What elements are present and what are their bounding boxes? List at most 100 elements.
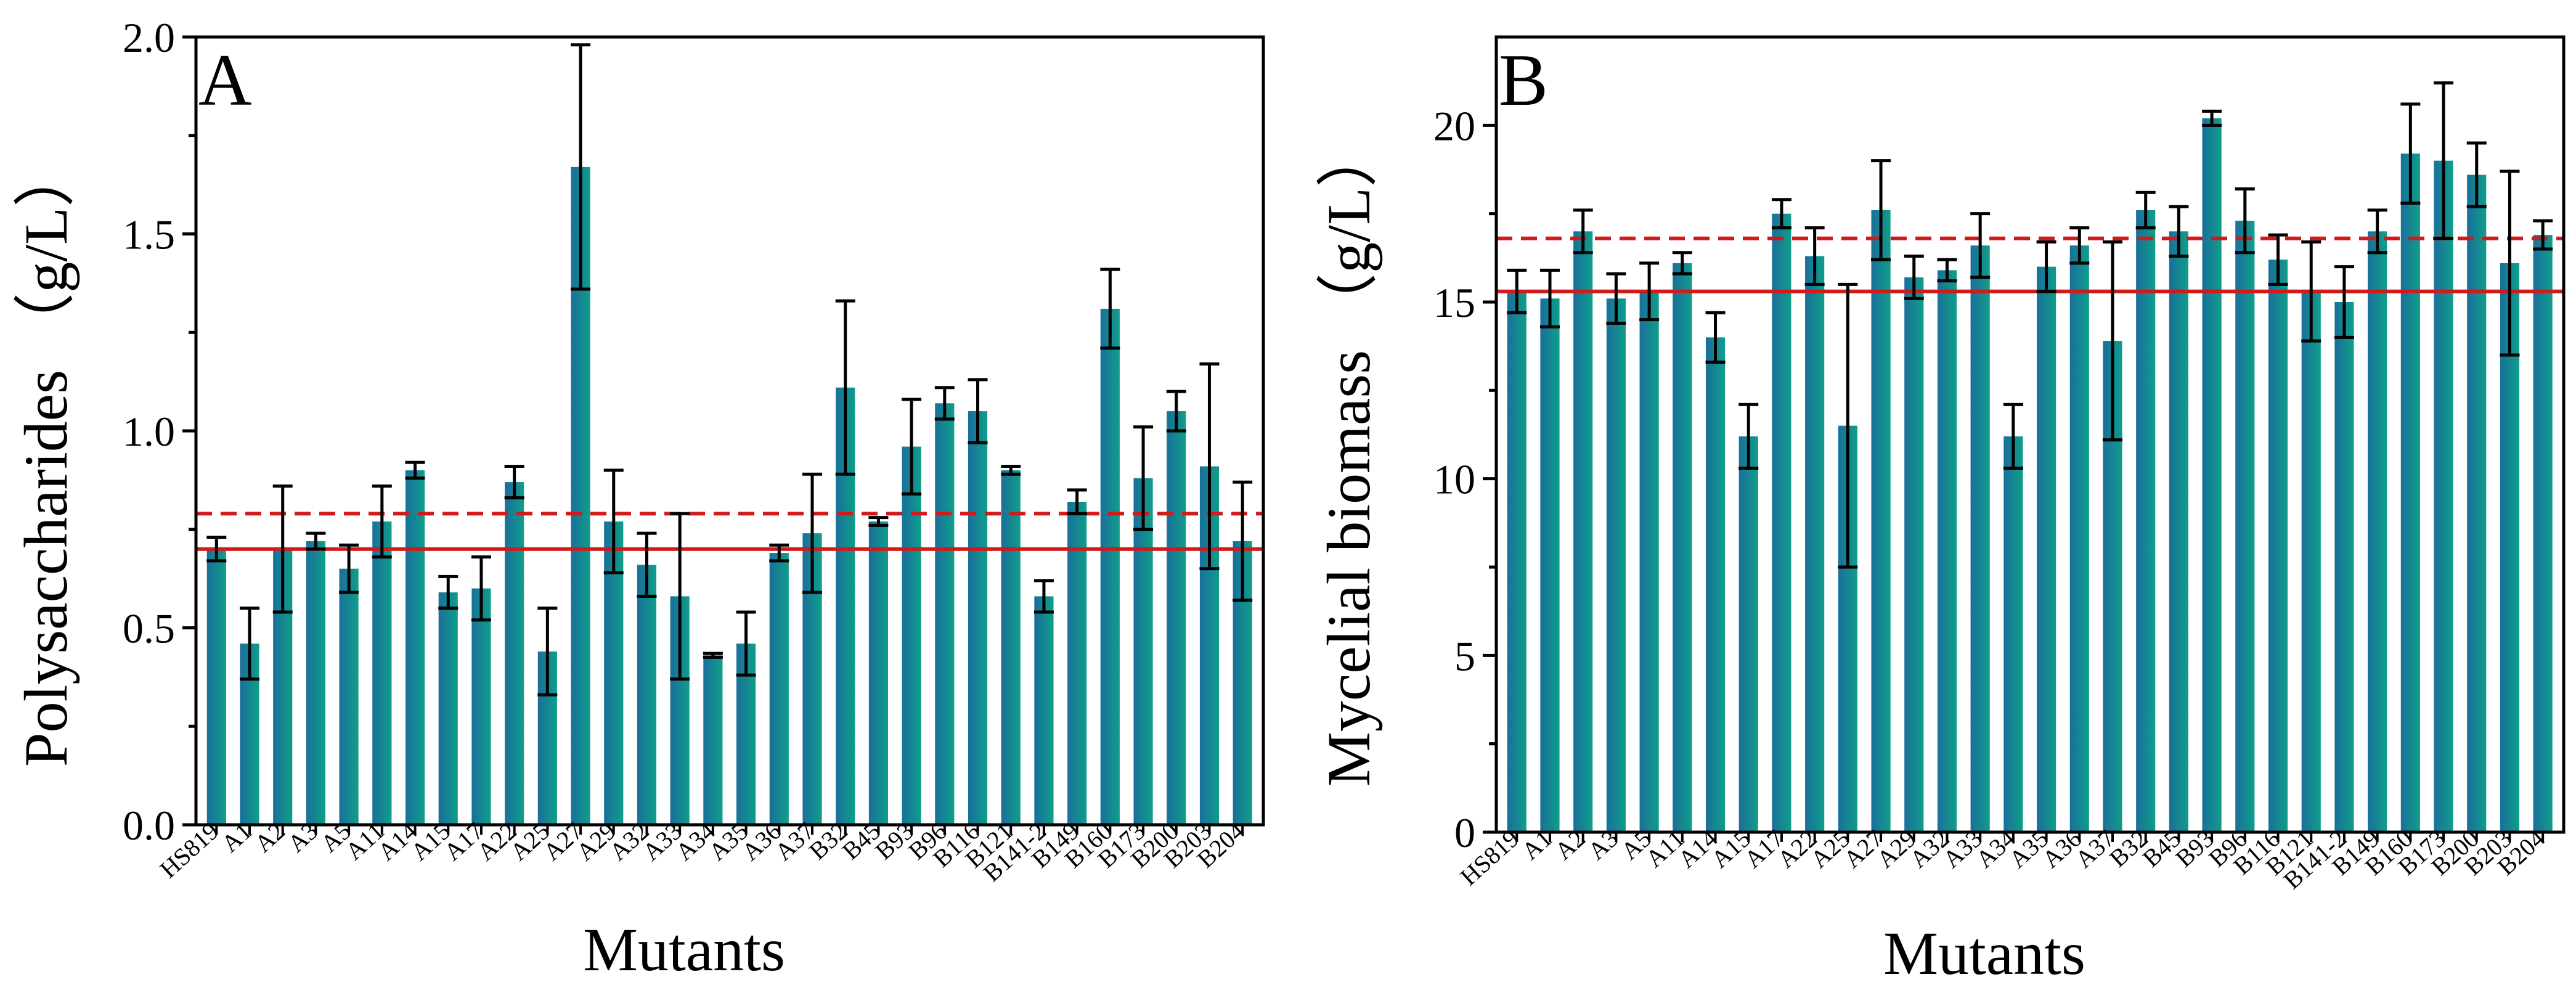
- panel-a-bar-B96: [935, 403, 955, 825]
- panel-b-error-bar-A3: [1606, 272, 1626, 325]
- panel-b-bar-B204: [2533, 235, 2553, 833]
- panel-a-error-bar-B173: [1133, 425, 1154, 531]
- panel-a-error-bar-A29: [603, 468, 624, 575]
- panel-a-error-bar-B204: [1233, 480, 1253, 602]
- panel-b-error-bar-A36: [2069, 226, 2090, 265]
- panel-a-y-tick-label: 0.0: [123, 802, 175, 849]
- panel-b-bar-A17: [1772, 213, 1791, 833]
- panel-b-bar-B96: [2235, 221, 2255, 833]
- panel-b-bar-A14: [1705, 337, 1726, 832]
- panel-b-error-bar-B160: [2400, 102, 2421, 205]
- panel-a-y-tick-label: 2.0: [123, 14, 175, 61]
- panel-a-error-bar-A3: [306, 531, 326, 551]
- panel-b-bar-B32: [2136, 210, 2156, 832]
- panel-b-bar-B93: [2202, 118, 2222, 832]
- panel-b-y-tick-label: 5: [1454, 632, 1475, 679]
- panel-b-error-bar-A15: [1738, 403, 1759, 470]
- panel-a-bar-B160: [1100, 308, 1120, 825]
- panel-a-error-bar-A17: [471, 555, 491, 622]
- panel-b-y-tick-label: 10: [1433, 456, 1475, 503]
- panel-b-error-bar-A1: [1540, 268, 1560, 329]
- panel-a-error-bar-A27: [571, 43, 591, 291]
- panel-b-bar-B160: [2400, 153, 2420, 833]
- panel-a-bar-A34: [703, 655, 723, 825]
- panel-a-error-bar-A37: [802, 472, 822, 594]
- panel-a-bar-B141-2: [1034, 596, 1054, 825]
- panel-b-error-bar-HS819: [1507, 268, 1527, 314]
- panel-a-error-bar-HS819: [206, 536, 227, 563]
- panel-b-bar-B116: [2268, 260, 2288, 832]
- panel-b-error-bar-A17: [1771, 198, 1791, 230]
- panel-b-error-bar-B173: [2434, 81, 2454, 240]
- panel-b-bar-A36: [2069, 245, 2089, 832]
- panel-a-error-bar-A33: [670, 512, 690, 681]
- panel-a-error-bar-A1: [240, 607, 260, 681]
- panel-a-bar-A36: [769, 553, 789, 825]
- panel-b-bar-A22: [1805, 256, 1825, 832]
- panel-a-error-bar-B93: [902, 398, 922, 496]
- panel-a-label: A: [198, 39, 252, 121]
- panel-b-error-bar-A35: [2036, 240, 2056, 293]
- panel-a-error-bar-B116: [968, 378, 988, 444]
- panel-a-error-bar-B141-2: [1033, 579, 1054, 614]
- panel-a-bar-A5: [339, 568, 359, 825]
- panel-b-bar-A11: [1673, 263, 1692, 832]
- panel-b-error-bar-A34: [2003, 403, 2023, 470]
- panel-b-error-bar-A2: [1573, 208, 1593, 255]
- panel-a-error-bar-A14: [405, 460, 425, 480]
- panel-b-y-tick-label: 15: [1433, 279, 1475, 326]
- panel-b-error-bar-A33: [1970, 212, 1991, 279]
- panel-a-xlabel: Mutants: [583, 915, 785, 984]
- panel-b-plot-frame: [1494, 35, 2566, 834]
- panel-b-error-bar-B200: [2466, 141, 2487, 208]
- panel-a-error-bar-B121: [1001, 465, 1021, 476]
- panel-a-bar-B121: [1001, 470, 1021, 825]
- panel-b-bar-B149: [2368, 231, 2387, 832]
- panel-b-bar-A29: [1904, 277, 1924, 832]
- panel-a-bar-HS819: [206, 549, 226, 825]
- panel-b-bar-B141-2: [2334, 302, 2354, 832]
- panel-b-bar-A33: [1970, 245, 1990, 832]
- panel-b-bar-B121: [2301, 291, 2321, 832]
- panel-b-bar-A27: [1871, 210, 1891, 832]
- panel-b-bar-A2: [1573, 231, 1593, 832]
- panel-b-bar-A15: [1738, 436, 1758, 832]
- panel-a-bar-B116: [968, 411, 988, 825]
- panel-a-bar-A15: [438, 592, 458, 825]
- panel-a-error-bar-A36: [769, 543, 789, 563]
- panel-b-error-bar-A5: [1639, 261, 1660, 322]
- panel-a-error-bar-A2: [272, 484, 293, 614]
- panel-a-error-bar-B96: [934, 386, 955, 421]
- panel-a-error-bar-B200: [1166, 390, 1186, 433]
- panel-b-xlabel: Mutants: [1883, 919, 2085, 988]
- panel-b-bar-B203: [2500, 263, 2520, 832]
- panel-b-error-bar-B116: [2268, 233, 2288, 286]
- panel-b-y-tick-label: 20: [1433, 102, 1475, 149]
- panel-a-error-bar-A34: [703, 652, 723, 659]
- panel-a-bar-B45: [868, 521, 888, 825]
- panel-b-bar-A1: [1540, 298, 1560, 832]
- panel-b-error-bar-B141-2: [2334, 265, 2354, 339]
- panel-a-bar-A14: [405, 470, 425, 825]
- panel-b-error-bar-B121: [2301, 240, 2321, 343]
- panel-a-bar-A11: [372, 521, 392, 825]
- panel-b-bar-B173: [2434, 160, 2453, 833]
- panel-b-bar-B200: [2467, 174, 2487, 833]
- panel-b-bar-A3: [1606, 298, 1626, 832]
- panel-a-bar-A17: [471, 588, 491, 825]
- panel-a-error-bar-B45: [868, 516, 889, 527]
- panel-a-bar-B93: [902, 446, 921, 825]
- panel-a-error-bar-B32: [835, 299, 855, 476]
- panel-a-bar-A32: [637, 565, 657, 825]
- panel-b-bar-A34: [2003, 436, 2023, 832]
- panel-b-y-tick-label: 0: [1454, 809, 1475, 856]
- panel-a-error-bar-B149: [1067, 488, 1087, 515]
- panel-b-bar-B45: [2169, 231, 2188, 832]
- panel-b-error-bar-B204: [2533, 219, 2553, 251]
- panel-b-bar-HS819: [1507, 291, 1526, 832]
- panel-b-error-bar-A11: [1672, 251, 1692, 276]
- panel-b-error-bar-B203: [2500, 170, 2520, 357]
- panel-a-error-bar-A5: [339, 543, 359, 594]
- panel-b-error-bar-A37: [2102, 240, 2122, 442]
